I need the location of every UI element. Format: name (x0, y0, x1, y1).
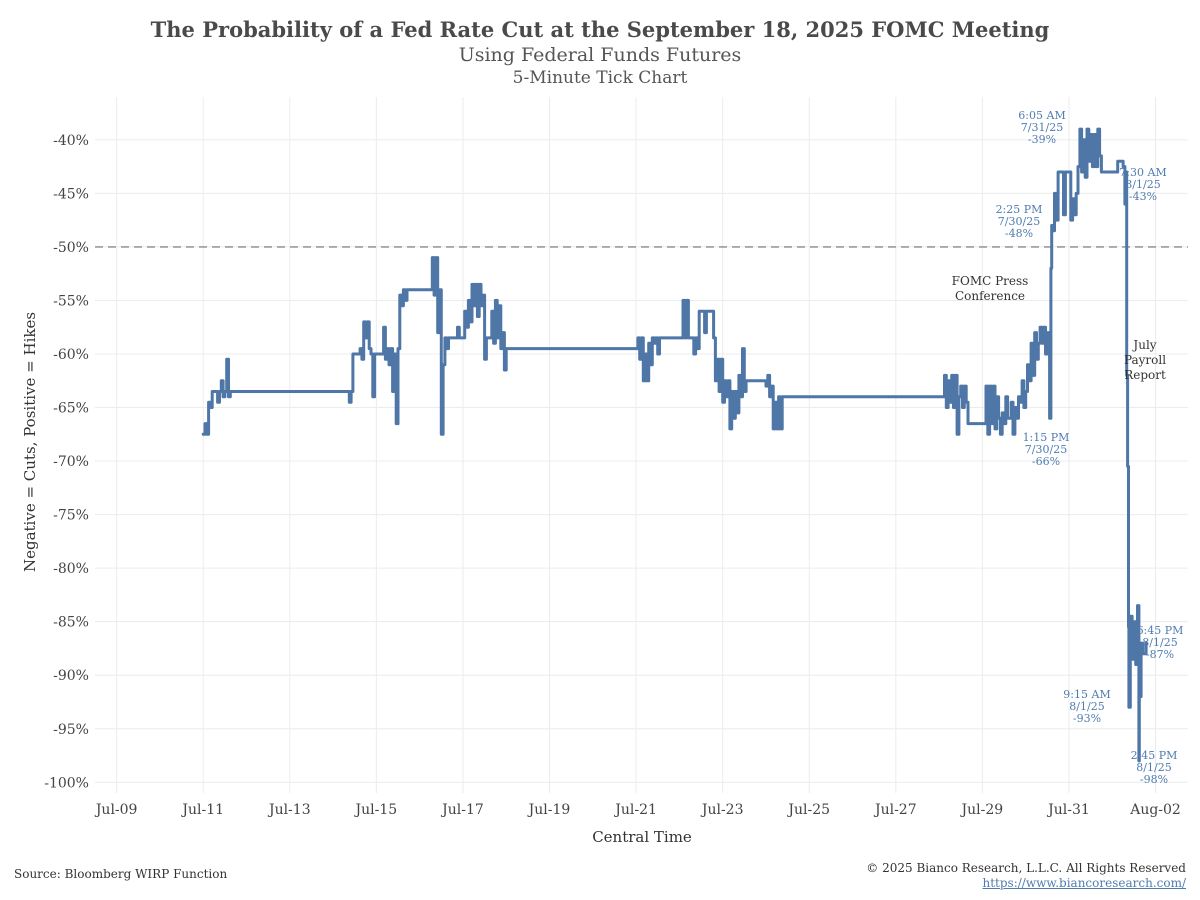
series-line (201, 127, 1148, 763)
x-axis-ticks: Jul-09 Jul-11 Jul-13 Jul-15 Jul-17 Jul-19 Jul-… (94, 802, 1181, 818)
x-tick-label: Jul-11 (180, 802, 224, 818)
annotation: 2:25 PM7/30/25-48% (996, 203, 1043, 240)
annotation-line: FOMC Press (952, 274, 1029, 288)
y-tick-label: -70% (53, 454, 89, 470)
annotation-line: -48% (1005, 227, 1033, 240)
copyright-text: © 2025 Bianco Research, L.L.C. All Right… (866, 861, 1186, 875)
grid (95, 97, 1188, 793)
x-tick-label: Jul-13 (267, 802, 311, 818)
x-tick-label: Jul-19 (527, 802, 571, 818)
y-axis-label: Negative = Cuts, Positive = Hikes (21, 312, 39, 572)
annotation-line: Payroll (1124, 353, 1166, 367)
x-tick-label: Jul-25 (786, 802, 830, 818)
y-tick-label: -90% (53, 668, 89, 684)
annotation-line: 8/1/25 (1125, 178, 1160, 191)
x-tick-label: Aug-02 (1129, 802, 1181, 818)
x-axis-label: Central Time (592, 828, 692, 846)
annotation: 7:30 AM8/1/25-43% (1119, 166, 1166, 203)
annotation-line: -39% (1028, 133, 1056, 146)
annotation-line: -43% (1129, 190, 1157, 203)
annotation: 2:45 PM8/1/25-98% (1131, 749, 1178, 786)
annotation-line: 8/1/25 (1142, 636, 1177, 649)
x-tick-label: Jul-23 (700, 802, 744, 818)
y-tick-label: -80% (53, 561, 89, 577)
annotation-line: Conference (955, 289, 1025, 303)
x-tick-label: Jul-21 (613, 802, 657, 818)
x-tick-label: Jul-31 (1046, 802, 1090, 818)
y-tick-label: -45% (53, 186, 89, 202)
y-tick-label: -85% (53, 615, 89, 631)
annotation-line: July (1131, 338, 1156, 352)
annotation-line: 2:25 PM (996, 203, 1043, 216)
annotation-line: -93% (1073, 712, 1101, 725)
y-tick-label: -100% (44, 775, 89, 791)
y-axis-ticks: -40% -45% -50% -55% -60% -65% -70% -75% -80% -85%… (44, 133, 89, 791)
annotation: 9:15 AM8/1/25-93% (1063, 688, 1110, 725)
annotation-line: 8/1/25 (1069, 700, 1104, 713)
annotation-line: 7:30 AM (1119, 166, 1166, 179)
y-tick-label: -55% (53, 293, 89, 309)
annotation-line: -87% (1146, 648, 1174, 661)
source-note: Source: Bloomberg WIRP Function (14, 867, 228, 881)
annotation-line: 2:45 PM (1131, 749, 1178, 762)
annotation-line: 7/30/25 (998, 215, 1040, 228)
y-tick-label: -75% (53, 508, 89, 524)
annotation-line: 8/1/25 (1136, 761, 1171, 774)
y-tick-label: -50% (53, 240, 89, 256)
x-tick-label: Jul-15 (354, 802, 398, 818)
annotation-line: 6:45 PM (1137, 624, 1184, 637)
annotation: 6:05 AM7/31/25-39% (1018, 109, 1065, 146)
y-tick-label: -40% (53, 133, 89, 149)
annotation-line: -98% (1140, 773, 1168, 786)
chart-subtitle-2: 5-Minute Tick Chart (513, 68, 688, 88)
annotation-line: 9:15 AM (1063, 688, 1110, 701)
x-tick-label: Jul-09 (94, 802, 138, 818)
annotation-line: Report (1124, 368, 1166, 382)
website-link[interactable]: https://www.biancoresearch.com/ (982, 876, 1186, 890)
y-tick-label: -60% (53, 347, 89, 363)
annotation-line: 1:15 PM (1023, 431, 1070, 444)
x-tick-label: Jul-27 (873, 802, 917, 818)
x-tick-label: Jul-29 (960, 802, 1004, 818)
annotation-line: 6:05 AM (1018, 109, 1065, 122)
y-tick-label: -95% (53, 722, 89, 738)
annotation: 6:45 PM8/1/25-87% (1137, 624, 1184, 661)
chart-subtitle: Using Federal Funds Futures (459, 44, 742, 66)
annotation-line: -66% (1032, 455, 1060, 468)
y-tick-label: -65% (53, 401, 89, 417)
annotation-line: 7/30/25 (1025, 443, 1067, 456)
annotation: 1:15 PM7/30/25-66% (1023, 431, 1070, 468)
annotation-line: 7/31/25 (1021, 121, 1063, 134)
copyright-block: © 2025 Bianco Research, L.L.C. All Right… (866, 861, 1186, 891)
chart-title: The Probability of a Fed Rate Cut at the… (151, 17, 1050, 42)
annotations: 6:05 AM7/31/25-39%7:30 AM8/1/25-43%2:25 … (952, 109, 1184, 786)
x-tick-label: Jul-17 (440, 802, 484, 818)
